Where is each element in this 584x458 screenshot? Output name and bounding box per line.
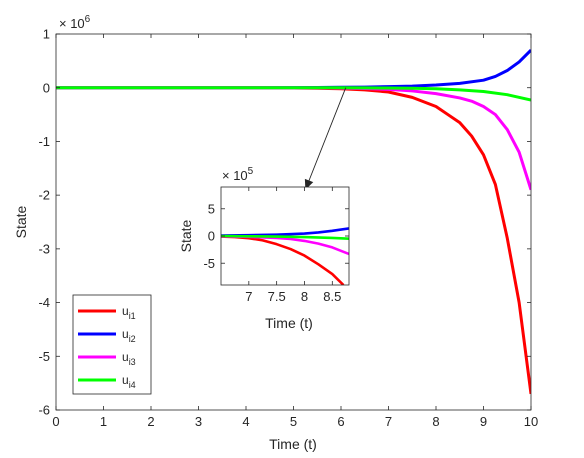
- inset-y-axis-label: State: [178, 219, 194, 252]
- inset-series-lines: [221, 227, 349, 285]
- inset-y-tick-label: -5: [203, 256, 215, 271]
- inset-x-tick-label: 7: [245, 289, 252, 304]
- main-x-ticks: 0 1 2 3 4 5 6 7 8 9 10: [52, 34, 538, 429]
- inset-y-tick-label: 0: [208, 229, 215, 244]
- inset-y-ticks: -5 0 5: [203, 201, 349, 271]
- inset-x-ticks: 7 7.5 8 8.5: [245, 187, 341, 304]
- inset-chart: 7 7.5 8 8.5 -5 0 5 × 105 Time (t) State: [178, 166, 350, 331]
- inset-x-tick-label: 7.5: [268, 289, 286, 304]
- main-x-tick-label: 4: [242, 414, 249, 429]
- main-y-tick-label: -2: [38, 188, 50, 203]
- main-x-tick-label: 7: [385, 414, 392, 429]
- legend-label-2: ui2: [122, 327, 136, 344]
- main-series-4-line: [56, 86, 531, 102]
- main-x-tick-label: 3: [195, 414, 202, 429]
- legend-label-4: ui4: [122, 373, 136, 390]
- inset-x-tick-label: 8.5: [323, 289, 341, 304]
- main-y-exponent: × 106: [59, 14, 91, 31]
- arrow-shaft: [304, 87, 347, 190]
- main-y-axis-label: State: [13, 205, 29, 238]
- inset-y-tick-label: 5: [208, 201, 215, 216]
- main-x-axis-label: Time (t): [269, 436, 317, 452]
- main-y-tick-label: -1: [38, 134, 50, 149]
- inset-x-axis-label: Time (t): [265, 315, 313, 331]
- main-y-ticks: -6 -5 -4 -3 -2 -1 0 1: [38, 27, 531, 418]
- main-y-tick-label: 1: [43, 27, 50, 42]
- legend: ui1 ui2 ui3 ui4: [72, 294, 152, 395]
- main-x-tick-label: 9: [480, 414, 487, 429]
- main-x-tick-label: 5: [290, 414, 297, 429]
- main-y-tick-label: -3: [38, 241, 50, 256]
- main-y-tick-label: -6: [38, 403, 50, 418]
- inset-y-exponent: × 105: [222, 166, 254, 183]
- main-y-tick-label: -4: [38, 295, 50, 310]
- main-x-tick-label: 10: [524, 414, 538, 429]
- legend-label-1: ui1: [122, 304, 136, 321]
- main-x-tick-label: 8: [432, 414, 439, 429]
- main-series-lines: [56, 49, 531, 395]
- legend-label-3: ui3: [122, 350, 136, 367]
- main-y-tick-label: 0: [43, 80, 50, 95]
- inset-series-4-line: [221, 234, 349, 241]
- main-x-tick-label: 2: [147, 414, 154, 429]
- main-x-tick-label: 1: [100, 414, 107, 429]
- main-x-tick-label: 0: [52, 414, 59, 429]
- main-y-tick-label: -5: [38, 349, 50, 364]
- inset-x-tick-label: 8: [301, 289, 308, 304]
- main-x-tick-label: 6: [337, 414, 344, 429]
